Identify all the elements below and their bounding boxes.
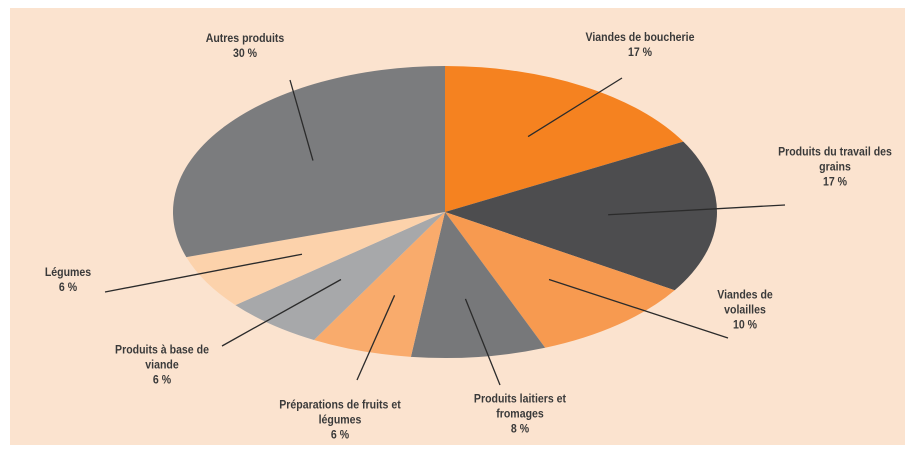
value-label: 6 %: [330, 427, 350, 442]
pie-slice: [445, 66, 684, 212]
slice-label: Viandes de volailles 10 %: [705, 288, 784, 333]
pie-slice: [445, 141, 717, 291]
slice-label: Préparations de fruits et légumes 6 %: [278, 398, 401, 443]
category-name: Viandes de volailles: [717, 287, 773, 317]
pie-slice: [172, 66, 445, 258]
leader-line: [608, 204, 786, 216]
leader-line: [104, 253, 303, 293]
slice-label: Produits du travail des grains 17 %: [769, 145, 901, 190]
pie-slice: [313, 212, 445, 357]
category-name: Produits à base de viande: [115, 342, 209, 372]
leader-line: [527, 77, 623, 138]
category-name: Viandes de boucherie: [585, 30, 695, 44]
value-label: 8 %: [510, 421, 530, 436]
pie-slice: [410, 212, 546, 358]
value-label: 17 %: [822, 174, 848, 189]
value-label: 30 %: [232, 46, 258, 60]
category-name: Autres produits: [205, 31, 285, 45]
pie-slice: [186, 212, 445, 306]
slice-label: Produits laitiers et fromages 8 %: [472, 392, 569, 437]
category-name: Produits laitiers et fromages: [473, 391, 567, 421]
category-name: Préparations de fruits et légumes: [279, 397, 401, 427]
category-name: Produits du travail des grains: [778, 144, 892, 174]
slice-label: Légumes 6 %: [37, 265, 99, 295]
value-label: 6 %: [58, 280, 78, 294]
leader-line: [464, 298, 501, 386]
leader-line: [221, 278, 342, 347]
value-label: 17 %: [627, 45, 653, 59]
slice-label: Viandes de boucherie 17 %: [570, 30, 711, 60]
value-label: 10 %: [732, 317, 758, 332]
slice-label: Autres produits 30 %: [197, 31, 294, 61]
value-label: 6 %: [152, 372, 172, 387]
pie-slice: [445, 212, 675, 348]
pie-slice: [235, 212, 445, 340]
leader-line: [356, 295, 396, 381]
slice-label: Produits à base de viande 6 %: [105, 343, 219, 388]
leader-line: [289, 79, 314, 161]
leader-line: [548, 278, 729, 339]
category-name: Légumes: [44, 265, 92, 279]
